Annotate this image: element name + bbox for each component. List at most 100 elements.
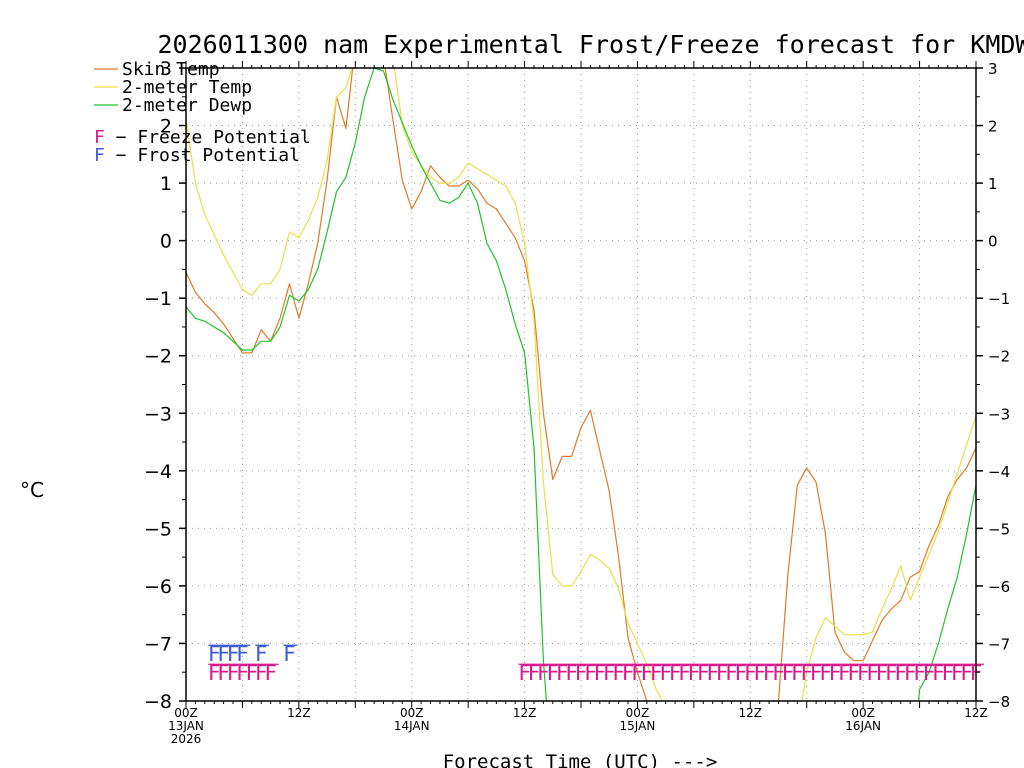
legend-potential-symbol: F: [94, 145, 105, 166]
freeze-potential-mark: F: [913, 661, 926, 685]
freeze-potential-mark: F: [518, 661, 531, 685]
freeze-potential-mark: F: [697, 661, 710, 685]
freeze-potential-mark: F: [688, 661, 701, 685]
freeze-potential-mark: F: [227, 661, 240, 685]
freeze-potential-mark: F: [800, 661, 813, 685]
freeze-potential-mark: F: [641, 661, 654, 685]
frost-potential-mark: F: [217, 642, 230, 666]
freeze-potential-mark: F: [584, 661, 597, 685]
x-tick-label: 12Z: [739, 706, 763, 720]
freeze-potential-mark: F: [593, 661, 606, 685]
x-tick-label-line: 12Z: [739, 706, 763, 720]
freeze-potential-mark: F: [932, 661, 945, 685]
freeze-potential-mark: F: [735, 661, 748, 685]
freeze-potential-mark: F: [904, 661, 917, 685]
freeze-potential-mark: F: [810, 661, 823, 685]
freeze-potential-mark: F: [255, 661, 268, 685]
y-tick-label: −1: [144, 288, 172, 310]
y-axis-left: −8 −7 −6 −5 −4 −3 −2 −1 0 1 2 3: [144, 58, 186, 713]
chart-title: 2026011300 nam Experimental Frost/Freeze…: [158, 30, 1024, 59]
freeze-potential-mark: F: [217, 661, 230, 685]
x-tick-label-line: 00Z: [400, 706, 424, 720]
freeze-potential-mark: F: [941, 661, 954, 685]
legend-potential-symbol: F: [94, 127, 105, 148]
freeze-potential-mark: F: [575, 661, 588, 685]
freeze-potential-mark: F: [236, 661, 249, 685]
series-line-2-meter-dewp: [186, 68, 976, 701]
x-tick-label: 00Z 13JAN 2026: [168, 706, 204, 746]
y-tick-label: 1: [160, 173, 172, 195]
freeze-potential-mark: F: [866, 661, 879, 685]
y-axis-right: −8 −7 −6 −5 −4 −3 −2 −1 0 1 2 3: [976, 60, 1010, 711]
freeze-potential-mark: F: [264, 661, 277, 685]
y-tick-label-right: −2: [988, 348, 1010, 366]
x-axis-label: Forecast Time (UTC) --->: [443, 751, 718, 768]
frost-potential-mark: F: [283, 642, 296, 666]
x-tick-label-line: 15JAN: [620, 719, 656, 733]
freeze-potential-mark: F: [725, 661, 738, 685]
y-tick-label: −4: [144, 461, 172, 483]
freeze-potential-mark: F: [763, 661, 776, 685]
freeze-potential-mark: F: [791, 661, 804, 685]
y-axis-label: °C: [20, 478, 44, 502]
x-tick-label: 12Z: [287, 706, 311, 720]
y-tick-label: 2: [160, 116, 172, 138]
freeze-potential-mark: F: [960, 661, 973, 685]
freeze-potential-mark: F: [612, 661, 625, 685]
freeze-potential-mark: F: [659, 661, 672, 685]
freeze-potential-mark: F: [622, 661, 635, 685]
freeze-potential-mark: F: [631, 661, 644, 685]
y-tick-label-right: −7: [988, 635, 1010, 653]
grid: [186, 68, 976, 701]
freeze-potential-mark: F: [669, 661, 682, 685]
x-tick-label-line: 14JAN: [394, 719, 430, 733]
legend-potential-text: − Freeze Potential: [105, 127, 311, 148]
freeze-potential-mark: F: [603, 661, 616, 685]
freeze-potential-mark: F: [847, 661, 860, 685]
plot-frame: [185, 67, 977, 702]
freeze-potential-mark: F: [706, 661, 719, 685]
legend-label: Skin Temp: [122, 59, 220, 80]
y-tick-label-right: −6: [988, 578, 1010, 596]
freeze-potential-mark: F: [772, 661, 785, 685]
y-tick-label-right: −4: [988, 463, 1010, 481]
y-tick-label-right: −1: [988, 290, 1010, 308]
legend-potential-text: − Frost Potential: [105, 145, 300, 166]
legend-label: 2-meter Dewp: [122, 95, 252, 116]
x-tick-label: 00Z 16JAN: [845, 706, 881, 733]
freeze-potential-mark: F: [546, 661, 559, 685]
freeze-potential-mark: F: [650, 661, 663, 685]
x-tick-label-line: 00Z: [174, 706, 198, 720]
y-tick-label-right: 3: [988, 60, 998, 78]
legend-label: 2-meter Temp: [122, 77, 252, 98]
freeze-potential-mark: F: [716, 661, 729, 685]
x-tick-label: 00Z 15JAN: [620, 706, 656, 733]
legend-potential-label: F − Frost Potential: [94, 145, 300, 166]
freeze-potential-mark: F: [819, 661, 832, 685]
x-tick-label-line: 00Z: [626, 706, 650, 720]
freeze-potential-mark: F: [829, 661, 842, 685]
freeze-potential-mark: F: [876, 661, 889, 685]
x-tick-label-line: 16JAN: [845, 719, 881, 733]
freeze-potential-mark: F: [246, 661, 259, 685]
freeze-potential-mark: F: [678, 661, 691, 685]
frost-potential-mark: F: [255, 642, 268, 666]
y-tick-label-right: −3: [988, 405, 1010, 423]
y-tick-label: −3: [144, 403, 172, 425]
y-tick-label: −8: [144, 691, 172, 713]
y-tick-label-right: 0: [988, 233, 998, 251]
series-line-2-meter-temp: [186, 68, 976, 701]
y-tick-label: −7: [144, 633, 172, 655]
freeze-potential-mark: F: [885, 661, 898, 685]
freeze-potential-mark: F: [208, 661, 221, 685]
x-tick-label: 00Z 14JAN: [394, 706, 430, 733]
freeze-potential-mark: F: [556, 661, 569, 685]
freeze-potential-mark: F: [565, 661, 578, 685]
freeze-potential-mark: F: [951, 661, 964, 685]
frost-potential-mark: F: [208, 642, 221, 666]
frost-potential-mark: F: [236, 642, 249, 666]
